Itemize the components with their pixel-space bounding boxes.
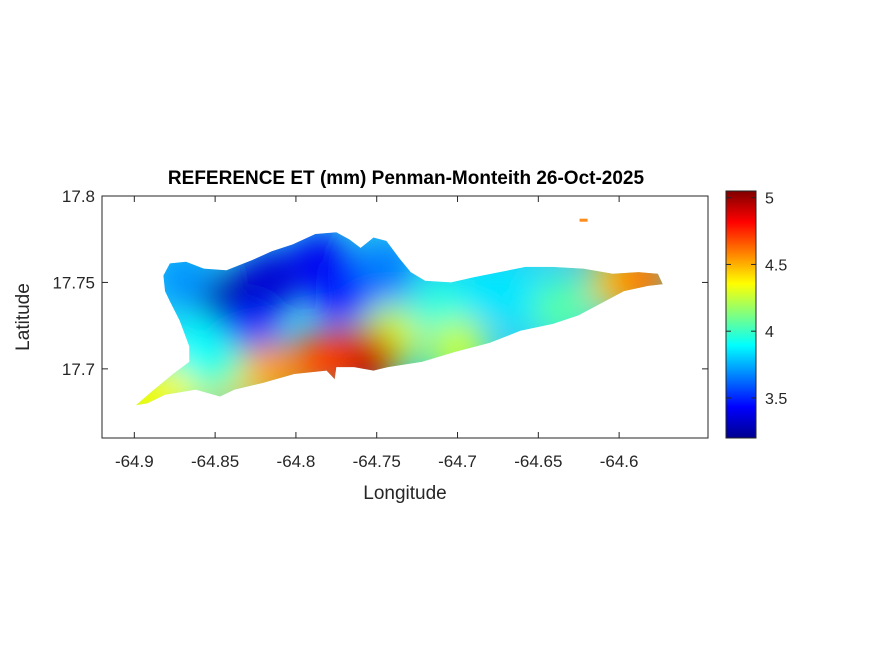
y-tick-label: 17.8 — [62, 187, 95, 206]
y-axis-label: Latitude — [13, 283, 34, 351]
y-axis: 17.7 17.75 17.8 — [52, 187, 708, 379]
colorbar-box — [725, 190, 757, 439]
y-tick-label: 17.7 — [62, 360, 95, 379]
x-tick-label: -64.9 — [115, 452, 154, 471]
y-tick-label: 17.75 — [52, 273, 95, 292]
colorbar-gradient — [726, 191, 756, 438]
x-tick-label: -64.6 — [600, 452, 639, 471]
axes-box — [101, 195, 709, 439]
islet — [579, 218, 588, 222]
colorbar-tick-label: 5 — [765, 191, 774, 208]
x-tick-label: -64.65 — [514, 452, 562, 471]
et-value-point — [241, 248, 302, 309]
x-tick-label: -64.85 — [191, 452, 239, 471]
chart-title: REFERENCE ET (mm) Penman-Monteith 26-Oct… — [168, 168, 645, 189]
x-tick-label: -64.8 — [277, 452, 316, 471]
colorbar-tick-label: 4 — [765, 324, 774, 341]
colorbar-tick-label: 3.5 — [765, 391, 787, 408]
colorbar-ticks: 3.5 4 4.5 5 — [726, 191, 787, 408]
colorbar-tick-label: 4.5 — [765, 257, 787, 274]
x-axis-label: Longitude — [363, 483, 446, 504]
colorbar: 3.5 4 4.5 5 — [725, 190, 787, 439]
x-axis: -64.9 -64.85 -64.8 -64.75 -64.7 -64.65 -64.6 — [115, 196, 639, 471]
x-tick-label: -64.7 — [438, 452, 477, 471]
x-tick-label: -64.75 — [353, 452, 401, 471]
plot-area: -64.9 -64.85 -64.8 -64.75 -64.7 -64.65 -64.6 1… — [52, 187, 709, 471]
islets — [579, 218, 588, 222]
